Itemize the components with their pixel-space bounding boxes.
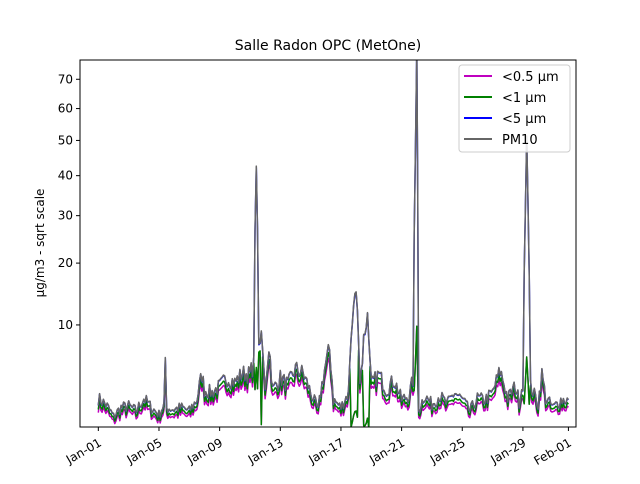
series-line-1 (97, 325, 569, 427)
y-tick-label: 20 (58, 256, 73, 270)
y-tick-label: 40 (58, 169, 73, 183)
plot-frame (79, 59, 577, 428)
series-line-0 (97, 325, 569, 427)
legend: <0.5 µm <1 µm <5 µm PM10 (458, 64, 571, 153)
legend-label: <5 µm (502, 112, 546, 127)
legend-box (458, 64, 571, 153)
chart-title: Salle Radon OPC (MetOne) (235, 38, 421, 54)
legend-label: <1 µm (502, 91, 546, 106)
y-tick-label: 60 (58, 102, 73, 116)
plot-lines (97, 60, 569, 427)
y-axis-label: µg/m3 - sqrt scale (33, 189, 47, 298)
legend-label: <0.5 µm (502, 70, 559, 85)
y-tick-label: 50 (58, 133, 73, 147)
y-tick-label: 30 (58, 209, 73, 223)
y-tick-label: 10 (58, 318, 73, 332)
series-line-3 (97, 60, 569, 419)
legend-label: PM10 (502, 133, 538, 148)
y-tick-label: 70 (58, 72, 73, 86)
